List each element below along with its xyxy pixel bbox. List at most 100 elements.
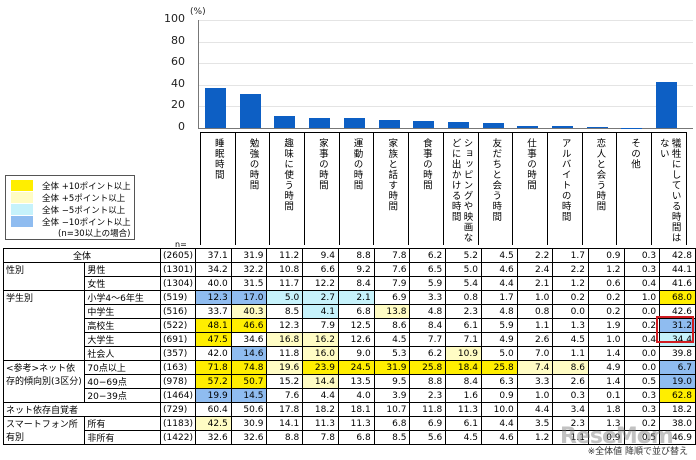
table-cell: 2.3 — [445, 304, 482, 319]
table-cell: 4.9 — [587, 360, 625, 375]
legend-item: 全体 +5ポイント以上 — [11, 191, 125, 204]
table-row: ネット依存自覚者 (729) 60.4 50.6 17.8 18.2 18.1 10.7 11.… — [2, 402, 696, 417]
table-cell: 14.1 — [266, 416, 304, 431]
gridline — [199, 63, 693, 64]
table-cell: 0.9 — [587, 248, 625, 263]
table-cell: 4.4 — [516, 402, 554, 417]
column-header-label: 仕事の時間 — [524, 138, 536, 191]
table-cell: 40.0 — [194, 276, 232, 291]
table-cell: 6.9 — [409, 416, 447, 431]
table-cell: 1.4 — [587, 346, 625, 361]
table-cell: 3.3 — [409, 290, 447, 305]
table-cell: 5.9 — [409, 276, 447, 291]
table-cell: 1.1 — [552, 346, 589, 361]
table-cell: 12.5 — [337, 318, 375, 333]
table-cell: 9.2 — [337, 262, 375, 277]
column-header-label: その他 — [629, 138, 641, 170]
table-cell: 57.2 — [194, 374, 232, 389]
table-cell: 7.9 — [373, 276, 411, 291]
sample-size: (691) — [160, 332, 196, 347]
y-tick-60: 60 — [171, 55, 185, 68]
column-header-label: ショッピングや映画などに出かける時間 — [449, 138, 473, 243]
table-row: 全体 (2605) 37.1 31.9 11.2 9.4 8.8 7.8 6.2 5.2 4.5 2.… — [2, 248, 696, 263]
sample-size: (519) — [160, 290, 196, 305]
table-cell: 8.6 — [373, 318, 411, 333]
column-header-label: 家事の時間 — [316, 138, 328, 191]
column-header-label: 睡眠時間 — [212, 138, 224, 180]
table-cell: 13.5 — [337, 374, 375, 389]
table-cell: 0.2 — [587, 304, 625, 319]
column-header: 家事の時間 — [304, 132, 340, 245]
table-cell: 4.6 — [480, 262, 518, 277]
table-cell: 1.0 — [516, 388, 554, 403]
y-tick-20: 20 — [171, 98, 185, 111]
table-cell: 4.0 — [337, 388, 375, 403]
table-cell: 11.8 — [409, 402, 447, 417]
table-cell: 0.8 — [516, 304, 554, 319]
table-cell: 0.0 — [623, 304, 661, 319]
table-cell: 1.0 — [516, 290, 554, 305]
table-cell: 32.6 — [230, 430, 268, 445]
row-label: 女性 — [84, 276, 162, 291]
table-cell: 1.0 — [587, 332, 625, 347]
table-cell: 1.6 — [445, 388, 482, 403]
table-cell: 8.8 — [266, 430, 304, 445]
table-cell: 14.6 — [230, 346, 268, 361]
sample-size: (1464) — [160, 388, 196, 403]
y-axis-line — [198, 20, 199, 128]
gridline — [199, 20, 693, 21]
table-cell: 0.3 — [623, 248, 661, 263]
gridline — [199, 106, 693, 107]
table-cell: 5.0 — [480, 346, 518, 361]
highlight-box — [656, 316, 694, 343]
table-cell: 50.7 — [230, 374, 268, 389]
table-cell: 3.5 — [516, 416, 554, 431]
table-cell: 1.8 — [587, 402, 625, 417]
column-header-label: 恋人と会う時間 — [594, 138, 606, 212]
table-cell: 41.6 — [659, 276, 696, 291]
table-cell: 17.0 — [230, 290, 268, 305]
table-cell: 4.4 — [480, 416, 518, 431]
table-cell: 0.6 — [587, 276, 625, 291]
table-cell: 42.5 — [194, 416, 232, 431]
table-cell: 71.8 — [194, 360, 232, 375]
column-header: 運動の時間 — [338, 132, 375, 245]
column-header: ショッピングや映画などに出かける時間 — [442, 132, 479, 245]
table-cell: 1.3 — [552, 318, 589, 333]
table-row: 女性 (1304) 40.0 31.5 11.7 12.2 8.4 7.9 5.9 5.4 4.4 2… — [4, 276, 696, 291]
table-cell: 32.2 — [230, 262, 268, 277]
legend-swatch — [11, 204, 33, 215]
table-cell: 60.4 — [194, 402, 232, 417]
table-cell: 19.6 — [266, 360, 304, 375]
column-headers: 睡眠時間 勉強の時間 趣味に使う時間 家事の時間 運動の時間 家族と話す時間 食事の時間 ショ… — [200, 132, 687, 245]
table-cell: 39.8 — [659, 346, 696, 361]
table-cell: 16.0 — [302, 346, 339, 361]
table-row: 学生別 小学4〜6年生 (519) 12.3 17.0 5.0 2.7 2.1 6.9 3.3 0.… — [2, 290, 696, 361]
table-cell: 11.3 — [445, 402, 482, 417]
bar — [378, 119, 400, 128]
table-cell: 11.7 — [266, 276, 304, 291]
row-label: 所有 — [84, 416, 162, 431]
table-row: 中学生 (516) 33.7 40.3 8.5 4.1 6.8 13.8 4.8 2.3 4.8 0.… — [4, 304, 696, 319]
table-cell: 1.2 — [552, 276, 589, 291]
bar — [343, 118, 365, 128]
row-label: 大学生 — [84, 332, 162, 347]
table-row: 性別 男性 (1301) 34.2 32.2 10.8 6.6 9.2 7.6 6.5 5.0 4.6… — [2, 262, 696, 291]
table-cell: 4.5 — [480, 248, 518, 263]
table-cell: 4.6 — [480, 430, 518, 445]
row-label: 社会人 — [84, 346, 162, 361]
table-cell: 4.9 — [480, 332, 518, 347]
table-cell: 11.3 — [302, 416, 339, 431]
table-cell: 0.0 — [623, 360, 661, 375]
table-cell: 5.2 — [445, 248, 482, 263]
table-cell: 7.7 — [409, 332, 447, 347]
sample-size: (516) — [160, 304, 196, 319]
table-cell: 6.8 — [337, 430, 375, 445]
table-cell: 0.2 — [587, 290, 625, 305]
table-cell: 7.9 — [302, 318, 339, 333]
table-cell: 11.8 — [266, 346, 304, 361]
table-cell: 8.8 — [409, 374, 447, 389]
table-cell: 32.6 — [194, 430, 232, 445]
table-cell: 1.2 — [587, 262, 625, 277]
bar — [482, 123, 504, 128]
